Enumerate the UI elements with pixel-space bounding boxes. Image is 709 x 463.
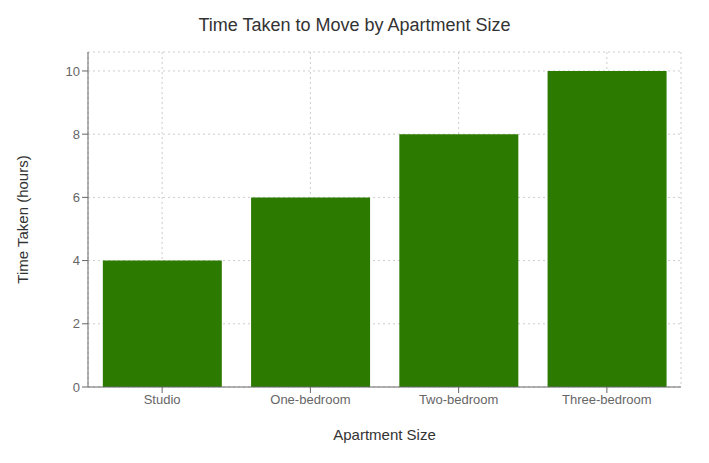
svg-text:0: 0 bbox=[73, 380, 80, 395]
svg-text:10: 10 bbox=[66, 64, 80, 79]
svg-text:8: 8 bbox=[73, 127, 80, 142]
svg-text:Studio: Studio bbox=[144, 392, 181, 407]
svg-text:Time Taken (hours): Time Taken (hours) bbox=[14, 155, 31, 283]
svg-text:6: 6 bbox=[73, 190, 80, 205]
svg-text:Apartment Size: Apartment Size bbox=[333, 426, 436, 443]
svg-text:Three-bedroom: Three-bedroom bbox=[562, 392, 652, 407]
svg-text:4: 4 bbox=[73, 253, 80, 268]
svg-text:Two-bedroom: Two-bedroom bbox=[419, 392, 498, 407]
html-text:Time Taken to Move by Apartmen: Time Taken to Move by Apartment Size bbox=[198, 15, 511, 35]
svg-text:2: 2 bbox=[73, 316, 80, 331]
svg-text:One-bedroom: One-bedroom bbox=[270, 392, 350, 407]
